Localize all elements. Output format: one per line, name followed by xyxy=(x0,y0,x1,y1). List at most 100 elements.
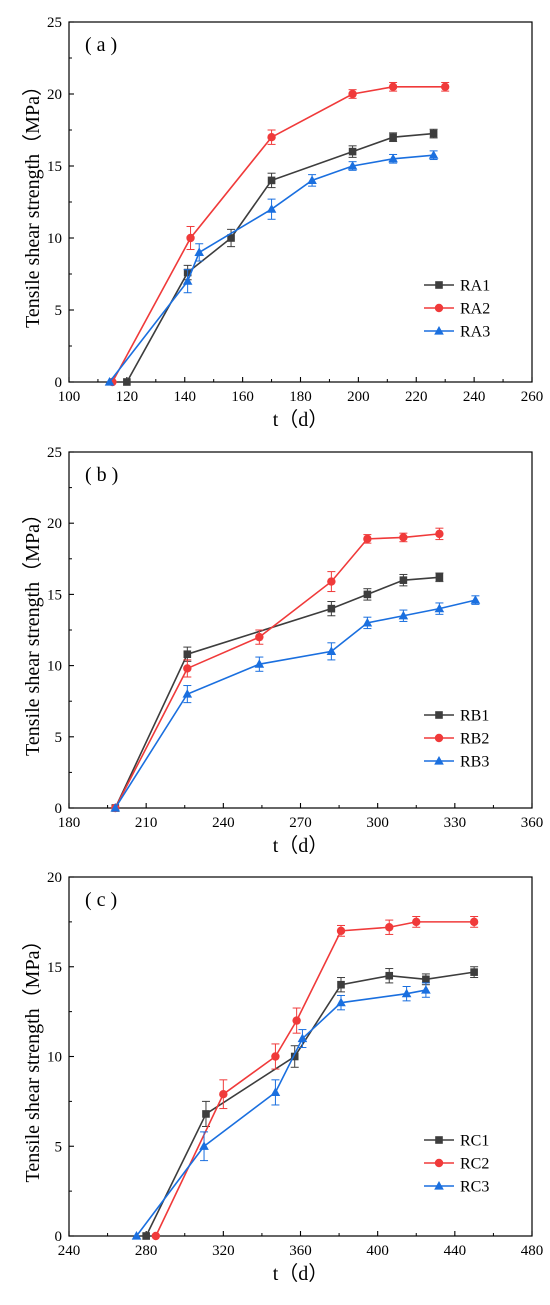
x-tick-label: 220 xyxy=(405,389,428,405)
data-point xyxy=(327,604,336,613)
legend-marker xyxy=(435,1136,443,1144)
data-point xyxy=(363,590,372,599)
x-axis-label: t（d） xyxy=(273,834,329,857)
data-point xyxy=(266,204,277,213)
panel-b: 180 210 240 270 300 330 360 0 5 10 15 20 25 t（d） Tensi… xyxy=(21,445,543,857)
data-point xyxy=(227,234,235,242)
legend-item: RB1 xyxy=(424,708,489,725)
data-point xyxy=(267,176,276,185)
data-point xyxy=(151,1231,161,1241)
data-point xyxy=(440,82,450,92)
data-point xyxy=(326,646,337,655)
data-point xyxy=(182,276,193,285)
x-axis-label: t（d） xyxy=(273,1262,329,1285)
series-rc2 xyxy=(151,915,479,1241)
legend-label: RB1 xyxy=(460,708,489,725)
y-tick-label: 5 xyxy=(55,303,63,319)
panel-c: 240 280 320 360 400 440 480 0 5 10 15 20 t（d） Tensile… xyxy=(21,870,543,1285)
legend-item: RA3 xyxy=(424,324,490,341)
x-tick-label: 100 xyxy=(58,389,81,405)
data-point xyxy=(142,1232,150,1240)
data-point xyxy=(110,803,121,812)
legend-label: RC1 xyxy=(460,1133,489,1150)
data-point xyxy=(255,632,264,642)
data-point xyxy=(186,233,195,243)
series-rb2 xyxy=(111,527,444,813)
data-point xyxy=(470,968,478,976)
series-ra2 xyxy=(108,81,450,387)
data-point xyxy=(388,153,398,163)
legend-item: RC3 xyxy=(424,1179,489,1196)
x-tick-label: 480 xyxy=(521,1243,544,1259)
y-tick-label: 5 xyxy=(55,1139,63,1155)
legend-item: RC1 xyxy=(424,1133,489,1150)
y-tick-label: 0 xyxy=(55,1229,63,1245)
data-point xyxy=(327,577,336,586)
x-tick-label: 360 xyxy=(289,1243,312,1259)
data-point xyxy=(412,917,421,927)
data-point xyxy=(385,971,394,980)
data-point xyxy=(435,529,444,539)
legend-label: RC3 xyxy=(460,1179,489,1196)
data-point xyxy=(337,980,345,989)
legend-item: RA2 xyxy=(424,301,490,318)
y-tick-label: 0 xyxy=(55,375,63,391)
y-tick-label: 0 xyxy=(55,801,63,817)
x-tick-label: 440 xyxy=(444,1243,467,1259)
data-point xyxy=(336,926,346,936)
x-tick-label: 270 xyxy=(289,815,312,831)
data-point xyxy=(399,576,408,584)
data-point xyxy=(389,133,397,141)
data-point xyxy=(347,161,358,170)
x-axis-label: t（d） xyxy=(273,408,329,431)
y-tick-label: 5 xyxy=(55,730,63,746)
data-point xyxy=(398,610,409,620)
series-rb3 xyxy=(110,595,481,812)
x-tick-label: 280 xyxy=(135,1243,158,1259)
x-tick-label: 240 xyxy=(463,389,486,405)
x-tick-label: 260 xyxy=(521,389,544,405)
legend-item: RC2 xyxy=(424,1156,489,1173)
data-point xyxy=(219,1089,228,1099)
series-line xyxy=(111,86,446,383)
x-tick-label: 200 xyxy=(347,389,370,405)
legend-label: RC2 xyxy=(460,1156,489,1173)
legend-item: RA1 xyxy=(424,278,490,295)
data-point xyxy=(388,82,398,92)
legend-marker xyxy=(434,326,444,335)
legend-label: RB3 xyxy=(460,754,489,771)
x-tick-label: 180 xyxy=(58,815,81,831)
y-axis-label: Tensile shear strength（MPa） xyxy=(21,931,44,1183)
x-tick-label: 330 xyxy=(444,815,467,831)
x-tick-label: 300 xyxy=(366,815,389,831)
series-rb1 xyxy=(111,572,444,812)
legend-marker xyxy=(434,1158,444,1168)
series-line xyxy=(114,599,476,809)
data-point xyxy=(363,534,372,544)
series-line xyxy=(145,971,475,1237)
legend-marker xyxy=(435,281,443,289)
y-tick-label: 25 xyxy=(47,445,62,461)
x-tick-label: 240 xyxy=(212,815,235,831)
data-point xyxy=(254,659,265,668)
series-rc1 xyxy=(142,966,479,1240)
data-point xyxy=(435,573,444,582)
data-point xyxy=(183,664,192,673)
series-line xyxy=(155,921,475,1237)
data-point xyxy=(202,1110,210,1118)
legend-marker xyxy=(434,1181,444,1190)
panel-label: ( b ) xyxy=(85,464,118,486)
data-point xyxy=(194,247,205,256)
data-point xyxy=(428,150,439,159)
x-tick-label: 400 xyxy=(366,1243,389,1259)
x-tick-label: 360 xyxy=(521,815,544,831)
legend-label: RB2 xyxy=(460,731,489,748)
x-tick-label: 210 xyxy=(135,815,158,831)
data-point xyxy=(421,985,431,994)
data-point xyxy=(399,533,408,542)
data-point xyxy=(292,1016,301,1025)
y-tick-label: 20 xyxy=(47,87,62,103)
data-point xyxy=(290,1052,299,1061)
data-point xyxy=(270,1087,281,1096)
